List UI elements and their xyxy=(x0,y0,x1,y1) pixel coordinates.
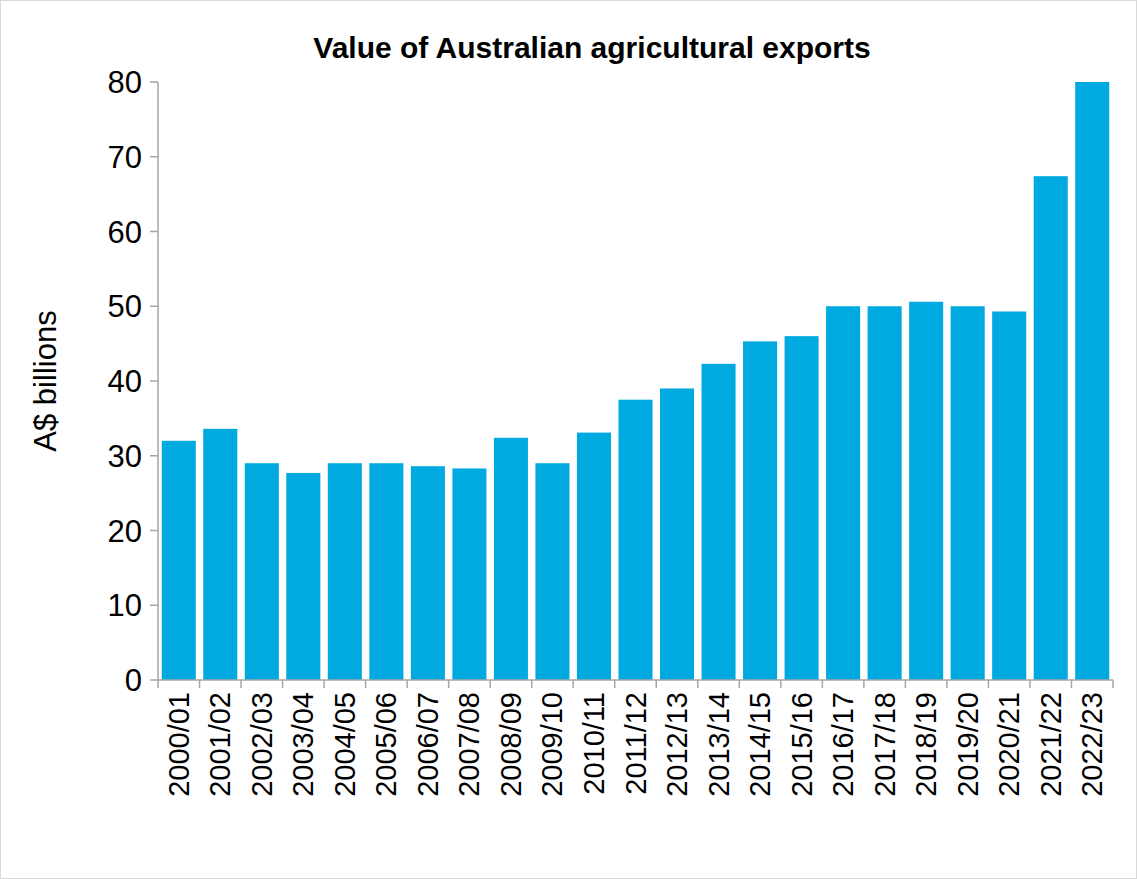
x-tick-label: 2012/13 xyxy=(661,692,693,797)
x-tick xyxy=(157,680,159,688)
y-tick-label: 70 xyxy=(108,140,142,175)
x-tick xyxy=(905,680,907,688)
x-tick xyxy=(199,680,201,688)
y-tick xyxy=(150,605,158,607)
bar xyxy=(535,463,569,680)
bar xyxy=(286,473,320,680)
bar xyxy=(203,429,237,680)
x-tick-label: 2020/21 xyxy=(993,692,1025,797)
bar xyxy=(785,336,819,680)
x-tick-label: 2002/03 xyxy=(246,692,278,797)
y-tick xyxy=(150,679,158,681)
bar xyxy=(577,433,611,680)
x-tick xyxy=(863,680,865,688)
bar xyxy=(1075,82,1109,680)
x-tick-label: 2019/20 xyxy=(952,692,984,797)
x-tick xyxy=(780,680,782,688)
x-tick xyxy=(323,680,325,688)
bar xyxy=(743,341,777,680)
bar xyxy=(826,306,860,680)
x-tick xyxy=(656,680,658,688)
bar xyxy=(618,400,652,680)
y-tick xyxy=(150,306,158,308)
x-tick xyxy=(365,680,367,688)
x-tick-label: 2015/16 xyxy=(786,692,818,797)
x-tick-label: 2007/08 xyxy=(453,692,485,797)
y-tick-label: 80 xyxy=(108,65,142,100)
x-tick xyxy=(489,680,491,688)
x-tick xyxy=(1112,680,1114,688)
chart-title: Value of Australian agricultural exports xyxy=(313,31,870,64)
y-tick-label: 60 xyxy=(108,215,142,250)
y-axis-label: A$ billions xyxy=(28,310,63,451)
bar xyxy=(992,311,1026,680)
y-tick xyxy=(150,380,158,382)
bar xyxy=(494,438,528,680)
x-tick xyxy=(988,680,990,688)
y-tick-label: 50 xyxy=(108,289,142,324)
x-tick-label: 2014/15 xyxy=(744,692,776,797)
chart-svg: Value of Australian agricultural exports… xyxy=(0,0,1137,879)
y-tick-label: 10 xyxy=(108,588,142,623)
bar xyxy=(868,306,902,680)
y-tick xyxy=(150,231,158,233)
x-tick-label: 2001/02 xyxy=(204,692,236,797)
bar xyxy=(909,302,943,680)
x-tick xyxy=(739,680,741,688)
bar xyxy=(452,468,486,680)
x-tick-label: 2017/18 xyxy=(869,692,901,797)
x-tick xyxy=(531,680,533,688)
x-axis-line xyxy=(158,679,1113,681)
x-tick xyxy=(572,680,574,688)
y-tick-label: 40 xyxy=(108,364,142,399)
x-tick xyxy=(448,680,450,688)
x-tick xyxy=(697,680,699,688)
chart-border xyxy=(1,1,1137,879)
x-tick-label: 2009/10 xyxy=(536,692,568,797)
bar xyxy=(411,466,445,680)
x-tick-label: 2021/22 xyxy=(1035,692,1067,797)
x-tick-label: 2003/04 xyxy=(287,692,319,797)
x-tick xyxy=(406,680,408,688)
x-tick-label: 2006/07 xyxy=(412,692,444,797)
x-tick xyxy=(1071,680,1073,688)
x-tick xyxy=(822,680,824,688)
x-tick-label: 2005/06 xyxy=(370,692,402,797)
x-tick-label: 2000/01 xyxy=(163,692,195,797)
chart-root: Value of Australian agricultural exports… xyxy=(0,0,1137,879)
y-tick-label: 20 xyxy=(108,514,142,549)
y-tick xyxy=(150,81,158,83)
x-tick-label: 2013/14 xyxy=(703,692,735,797)
y-tick xyxy=(150,455,158,457)
x-tick-label: 2004/05 xyxy=(329,692,361,797)
x-tick xyxy=(614,680,616,688)
bars xyxy=(162,82,1110,680)
bar xyxy=(162,441,196,680)
x-tick-label: 2011/12 xyxy=(620,692,652,795)
bar xyxy=(660,388,694,680)
bar xyxy=(951,306,985,680)
x-tick-label: 2010/11 xyxy=(578,692,610,795)
x-tick-label: 2008/09 xyxy=(495,692,527,797)
x-tick xyxy=(1029,680,1031,688)
x-tick xyxy=(946,680,948,688)
bar xyxy=(328,463,362,680)
x-tick-label: 2018/19 xyxy=(910,692,942,797)
bar xyxy=(369,463,403,680)
bar xyxy=(702,364,736,680)
y-tick-label: 30 xyxy=(108,439,142,474)
y-tick xyxy=(150,530,158,532)
bar xyxy=(245,463,279,680)
x-tick xyxy=(240,680,242,688)
y-tick-label: 0 xyxy=(125,663,142,698)
y-tick xyxy=(150,156,158,158)
x-tick-label: 2016/17 xyxy=(827,692,859,797)
x-tick-label: 2022/23 xyxy=(1076,692,1108,797)
bar xyxy=(1034,176,1068,680)
x-tick xyxy=(282,680,284,688)
